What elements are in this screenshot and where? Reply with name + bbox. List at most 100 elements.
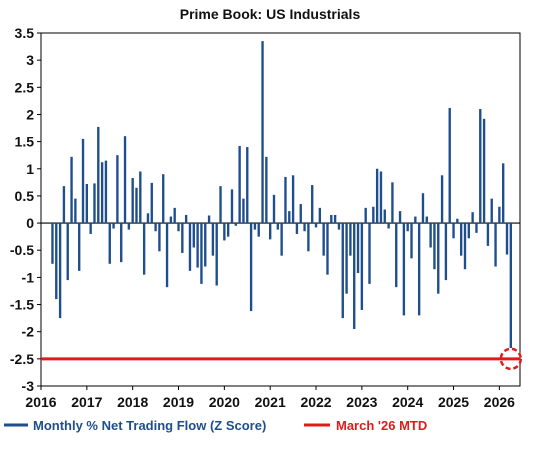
- bar: [265, 156, 268, 224]
- bar: [471, 212, 474, 224]
- y-tick-label: 3: [26, 52, 34, 68]
- bar: [226, 223, 230, 237]
- y-tick-label: 1: [26, 161, 34, 177]
- bar: [257, 223, 260, 237]
- bar: [276, 223, 280, 230]
- bar: [249, 223, 253, 312]
- bar: [333, 214, 337, 224]
- bar: [123, 136, 127, 224]
- bar: [173, 207, 176, 224]
- bar: [502, 163, 505, 224]
- bar: [181, 223, 184, 253]
- bar: [353, 223, 356, 329]
- bar: [158, 223, 161, 252]
- bar: [112, 223, 115, 229]
- y-tick-label: 2.5: [15, 79, 35, 95]
- y-tick-label: -1: [22, 269, 35, 285]
- bar: [398, 211, 402, 224]
- bar: [215, 223, 218, 286]
- bar: [81, 138, 85, 224]
- x-tick-label: 2025: [438, 394, 469, 410]
- legend: Monthly % Net Trading Flow (Z Score) Mar…: [4, 418, 427, 433]
- bar: [70, 156, 73, 224]
- bar: [234, 223, 237, 226]
- bar: [284, 176, 287, 224]
- x-tick-label: 2019: [163, 394, 194, 410]
- plot-frame: [40, 32, 521, 387]
- bar: [498, 206, 501, 224]
- bar: [356, 223, 360, 274]
- bar: [162, 174, 165, 224]
- bar: [406, 223, 409, 232]
- bar: [410, 223, 413, 259]
- bar: [204, 223, 207, 267]
- bar: [131, 178, 134, 224]
- bar: [318, 207, 322, 224]
- bar: [242, 198, 245, 224]
- bar: [486, 223, 490, 246]
- bar: [150, 182, 153, 224]
- y-tick-label: -1.5: [10, 297, 34, 313]
- bar: [375, 168, 379, 224]
- bar: [345, 223, 348, 294]
- chart-title: Prime Book: US Industrials: [180, 6, 361, 22]
- y-tick-label: -0.5: [10, 242, 34, 258]
- bar: [299, 204, 302, 224]
- bar: [261, 41, 264, 224]
- bar: [307, 223, 310, 252]
- bar: [288, 211, 291, 224]
- bar: [295, 223, 299, 234]
- bar: [509, 223, 513, 348]
- bar: [444, 223, 448, 281]
- bar: [116, 155, 119, 224]
- bar: [414, 216, 417, 224]
- bar: [456, 218, 459, 224]
- bar: [169, 216, 173, 224]
- bar: [238, 145, 241, 224]
- legend-label-flow: Monthly % Net Trading Flow (Z Score): [33, 418, 266, 433]
- bar: [230, 189, 234, 224]
- bar: [207, 215, 211, 224]
- bar: [177, 223, 180, 232]
- bar: [192, 223, 195, 248]
- bar: [200, 223, 203, 284]
- bar: [165, 223, 169, 288]
- bar: [211, 223, 215, 256]
- legend-label-mtd: March '26 MTD: [336, 418, 427, 433]
- bars: [51, 41, 513, 348]
- bar: [368, 223, 371, 284]
- bar: [437, 223, 440, 294]
- y-tick-label: 0.5: [15, 188, 35, 204]
- bar: [459, 223, 463, 256]
- bar: [291, 175, 295, 224]
- bar: [303, 223, 306, 232]
- x-tick-label: 2026: [484, 394, 515, 410]
- bar: [337, 223, 341, 230]
- bar: [421, 193, 425, 224]
- bar: [448, 107, 451, 224]
- bar: [223, 223, 226, 241]
- bar: [104, 160, 108, 224]
- bar: [311, 185, 314, 224]
- bar: [219, 186, 222, 224]
- x-tick-label: 2023: [346, 394, 377, 410]
- bar: [322, 223, 325, 256]
- bar: [494, 223, 497, 267]
- bar: [463, 223, 467, 270]
- bar: [108, 223, 111, 264]
- bar: [360, 223, 364, 310]
- bar: [58, 223, 62, 319]
- bar: [188, 223, 192, 271]
- bar: [330, 214, 333, 224]
- bar: [425, 216, 428, 224]
- bar: [379, 171, 383, 224]
- bar: [417, 223, 421, 316]
- bar: [100, 162, 104, 224]
- y-tick-label: 1.5: [15, 134, 35, 150]
- x-tick-label: 2016: [25, 394, 56, 410]
- bar: [395, 223, 398, 288]
- x-tick-label: 2018: [117, 394, 148, 410]
- bar: [280, 223, 283, 256]
